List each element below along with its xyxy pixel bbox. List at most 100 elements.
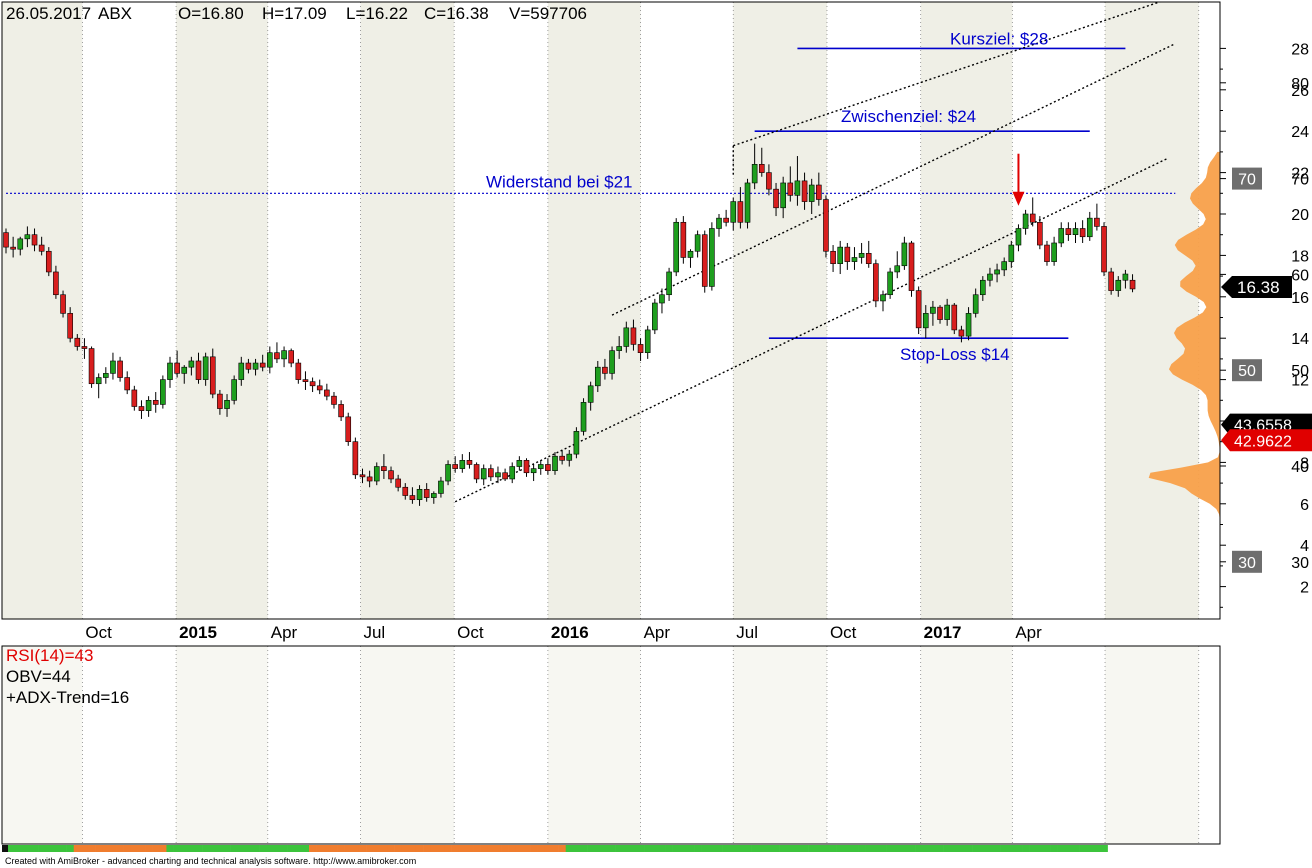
candle-body: [987, 273, 993, 281]
candle-body: [701, 234, 708, 287]
adx-trend-segment: [309, 845, 317, 852]
adx-trend-segment: [708, 845, 716, 852]
candle-body: [445, 464, 451, 482]
candle-body: [338, 404, 344, 418]
indicator-background-band: [176, 646, 268, 844]
indicator-background-band: [547, 646, 641, 844]
candle: [473, 462, 480, 484]
adx-trend-segment: [394, 845, 403, 852]
candle: [901, 236, 908, 270]
indicator-level-label: 70: [1238, 172, 1256, 189]
adx-trend-segment: [736, 845, 745, 852]
obv-label: OBV=44: [6, 667, 71, 686]
background-band: [1105, 2, 1199, 619]
background-band: [2, 2, 83, 619]
candle-body: [45, 250, 52, 273]
time-axis: Oct 2015 Apr Jul Oct 2016 Apr Jul Oct 2017 Apr: [85, 623, 1042, 642]
candle-body: [880, 294, 886, 302]
candle: [858, 242, 865, 264]
candle: [659, 288, 665, 314]
candle-body: [409, 495, 416, 500]
candle-body: [794, 180, 801, 196]
candle: [359, 468, 366, 484]
candle: [430, 491, 437, 504]
candle-body: [152, 399, 159, 405]
adx-trend-segment: [672, 845, 681, 852]
candle-body: [1101, 226, 1107, 273]
candle: [381, 454, 387, 479]
candle: [395, 474, 401, 492]
candle: [24, 226, 31, 248]
candle: [666, 267, 672, 301]
candle: [780, 176, 786, 219]
candle: [830, 245, 836, 272]
candle: [238, 356, 245, 386]
candle: [38, 236, 45, 256]
adx-trend-segment: [430, 845, 438, 852]
price-tick-label: 12: [1291, 373, 1309, 390]
adx-trend-segment: [401, 845, 410, 852]
adx-trend-segment: [779, 845, 788, 852]
candle: [865, 240, 872, 268]
candle-body: [773, 188, 779, 209]
candle: [808, 178, 815, 214]
adx-trend-segment: [330, 845, 338, 852]
candle-body: [331, 395, 337, 405]
signal-arrow-head: [1012, 191, 1025, 206]
adx-trend-segment: [30, 845, 39, 852]
candle: [31, 228, 38, 252]
adx-trend-segment: [109, 845, 117, 852]
indicator-background-band: [733, 646, 827, 844]
adx-trend-segment: [487, 845, 495, 852]
candle-body: [787, 182, 794, 196]
adx-trend-segment: [865, 845, 873, 852]
header: 26.05.2017 ABX O=16.80 H=17.09 L=16.22 C…: [6, 4, 587, 23]
candle: [644, 325, 651, 359]
adx-trend-segment: [979, 845, 987, 852]
candle: [438, 476, 444, 498]
candle-body: [545, 464, 551, 471]
candle-body: [801, 180, 808, 202]
candle-body: [202, 356, 209, 380]
candle: [687, 249, 694, 268]
time-axis-label: Jul: [363, 623, 385, 642]
candle-body: [766, 172, 772, 190]
candle: [338, 400, 344, 421]
adx-trend-segment: [202, 845, 210, 852]
candle-body: [488, 468, 494, 478]
candle-body: [381, 466, 387, 471]
candle-body: [673, 221, 680, 273]
adx-trend-segment: [915, 845, 923, 852]
time-axis-label: 2015: [179, 623, 217, 642]
candle-body: [1079, 228, 1086, 238]
candle: [53, 265, 59, 299]
adx-trend-segment: [644, 845, 652, 852]
candle-body: [117, 360, 123, 378]
indicator-level-box: [1232, 550, 1262, 573]
candle-body: [587, 385, 594, 403]
price-tick-label: 8: [1300, 455, 1309, 472]
adx-trend-segment: [59, 845, 67, 852]
candle-body: [580, 402, 587, 432]
candle-body: [559, 455, 565, 461]
adx-trend-segment: [615, 845, 624, 852]
adx-trend-segment: [858, 845, 866, 852]
adx-trend-segment: [408, 845, 417, 852]
indicator-tick-label: 40: [1291, 459, 1309, 476]
candle-body: [944, 304, 950, 320]
candle: [694, 230, 701, 258]
candle: [366, 470, 373, 488]
candle-body: [951, 304, 958, 331]
time-axis-label: Apr: [271, 623, 298, 642]
adx-trend-segment: [166, 845, 174, 852]
adx-trend-segment: [9, 845, 17, 852]
adx-trend-segment: [1029, 845, 1037, 852]
candle: [81, 338, 88, 359]
candle-body: [95, 377, 102, 385]
candle: [787, 166, 794, 202]
candle-body: [395, 478, 401, 488]
candle: [195, 352, 202, 384]
adx-trend-segment: [337, 845, 345, 852]
adx-trend-segment: [323, 845, 331, 852]
